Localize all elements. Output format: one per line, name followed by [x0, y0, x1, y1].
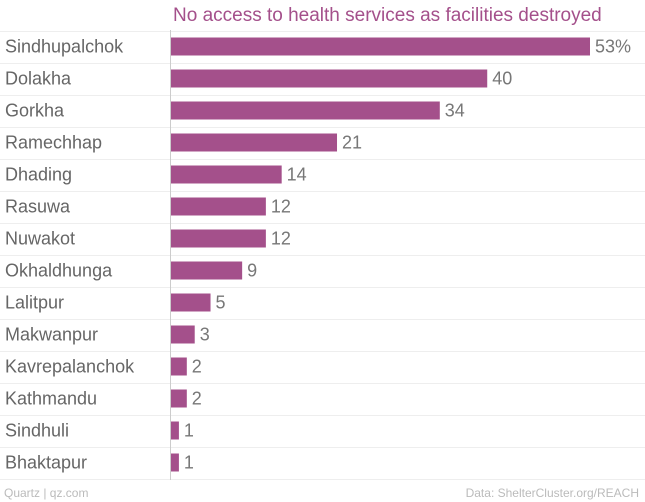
bar-bhaktapur: [171, 453, 179, 472]
footer-source-left: Quartz | qz.com: [4, 486, 88, 500]
value-label: 21: [342, 133, 362, 153]
value-label: 1: [184, 453, 194, 473]
bar-makwanpur: [171, 325, 195, 344]
category-label: Sindhupalchok: [5, 37, 124, 57]
value-label: 5: [216, 293, 226, 313]
bar-kavrepalanchok: [171, 357, 187, 376]
footer-source-right: Data: ShelterCluster.org/REACH: [466, 486, 639, 500]
value-label: 3: [200, 325, 210, 345]
category-label: Kathmandu: [5, 389, 97, 409]
grid-lines: [0, 31, 645, 480]
bar-sindhupalchok: [171, 37, 590, 56]
category-label: Ramechhap: [5, 133, 102, 153]
value-label: 12: [271, 229, 291, 249]
bar-dolakha: [171, 69, 488, 88]
category-label: Rasuwa: [5, 197, 71, 217]
category-labels: Sindhupalchok Dolakha Gorkha Ramechhap Dhadi…: [5, 37, 135, 473]
bar-lalitpur: [171, 293, 211, 312]
value-label: 40: [492, 69, 512, 89]
value-label: 2: [192, 389, 202, 409]
bars: [171, 37, 590, 472]
category-label: Bhaktapur: [5, 453, 87, 473]
value-label: 12: [271, 197, 291, 217]
chart-title: No access to health services as faciliti…: [173, 5, 602, 26]
bar-dhading: [171, 165, 282, 184]
bar-okhaldhunga: [171, 261, 243, 280]
value-label: 53%: [595, 37, 631, 57]
category-label: Kavrepalanchok: [5, 357, 135, 377]
category-label: Gorkha: [5, 101, 65, 121]
category-label: Dhading: [5, 165, 72, 185]
category-label: Sindhuli: [5, 421, 69, 441]
value-label: 14: [287, 165, 307, 185]
category-label: Okhaldhunga: [5, 261, 113, 281]
category-label: Makwanpur: [5, 325, 98, 345]
bar-ramechhap: [171, 133, 338, 152]
value-label: 9: [247, 261, 257, 281]
bar-nuwakot: [171, 229, 266, 248]
value-label: 34: [445, 101, 465, 121]
category-label: Nuwakot: [5, 229, 75, 249]
category-label: Lalitpur: [5, 293, 64, 313]
value-label: 2: [192, 357, 202, 377]
bar-gorkha: [171, 101, 440, 120]
value-label: 1: [184, 421, 194, 441]
bar-rasuwa: [171, 197, 266, 216]
category-label: Dolakha: [5, 69, 72, 89]
bar-sindhuli: [171, 421, 179, 440]
bar-kathmandu: [171, 389, 187, 408]
